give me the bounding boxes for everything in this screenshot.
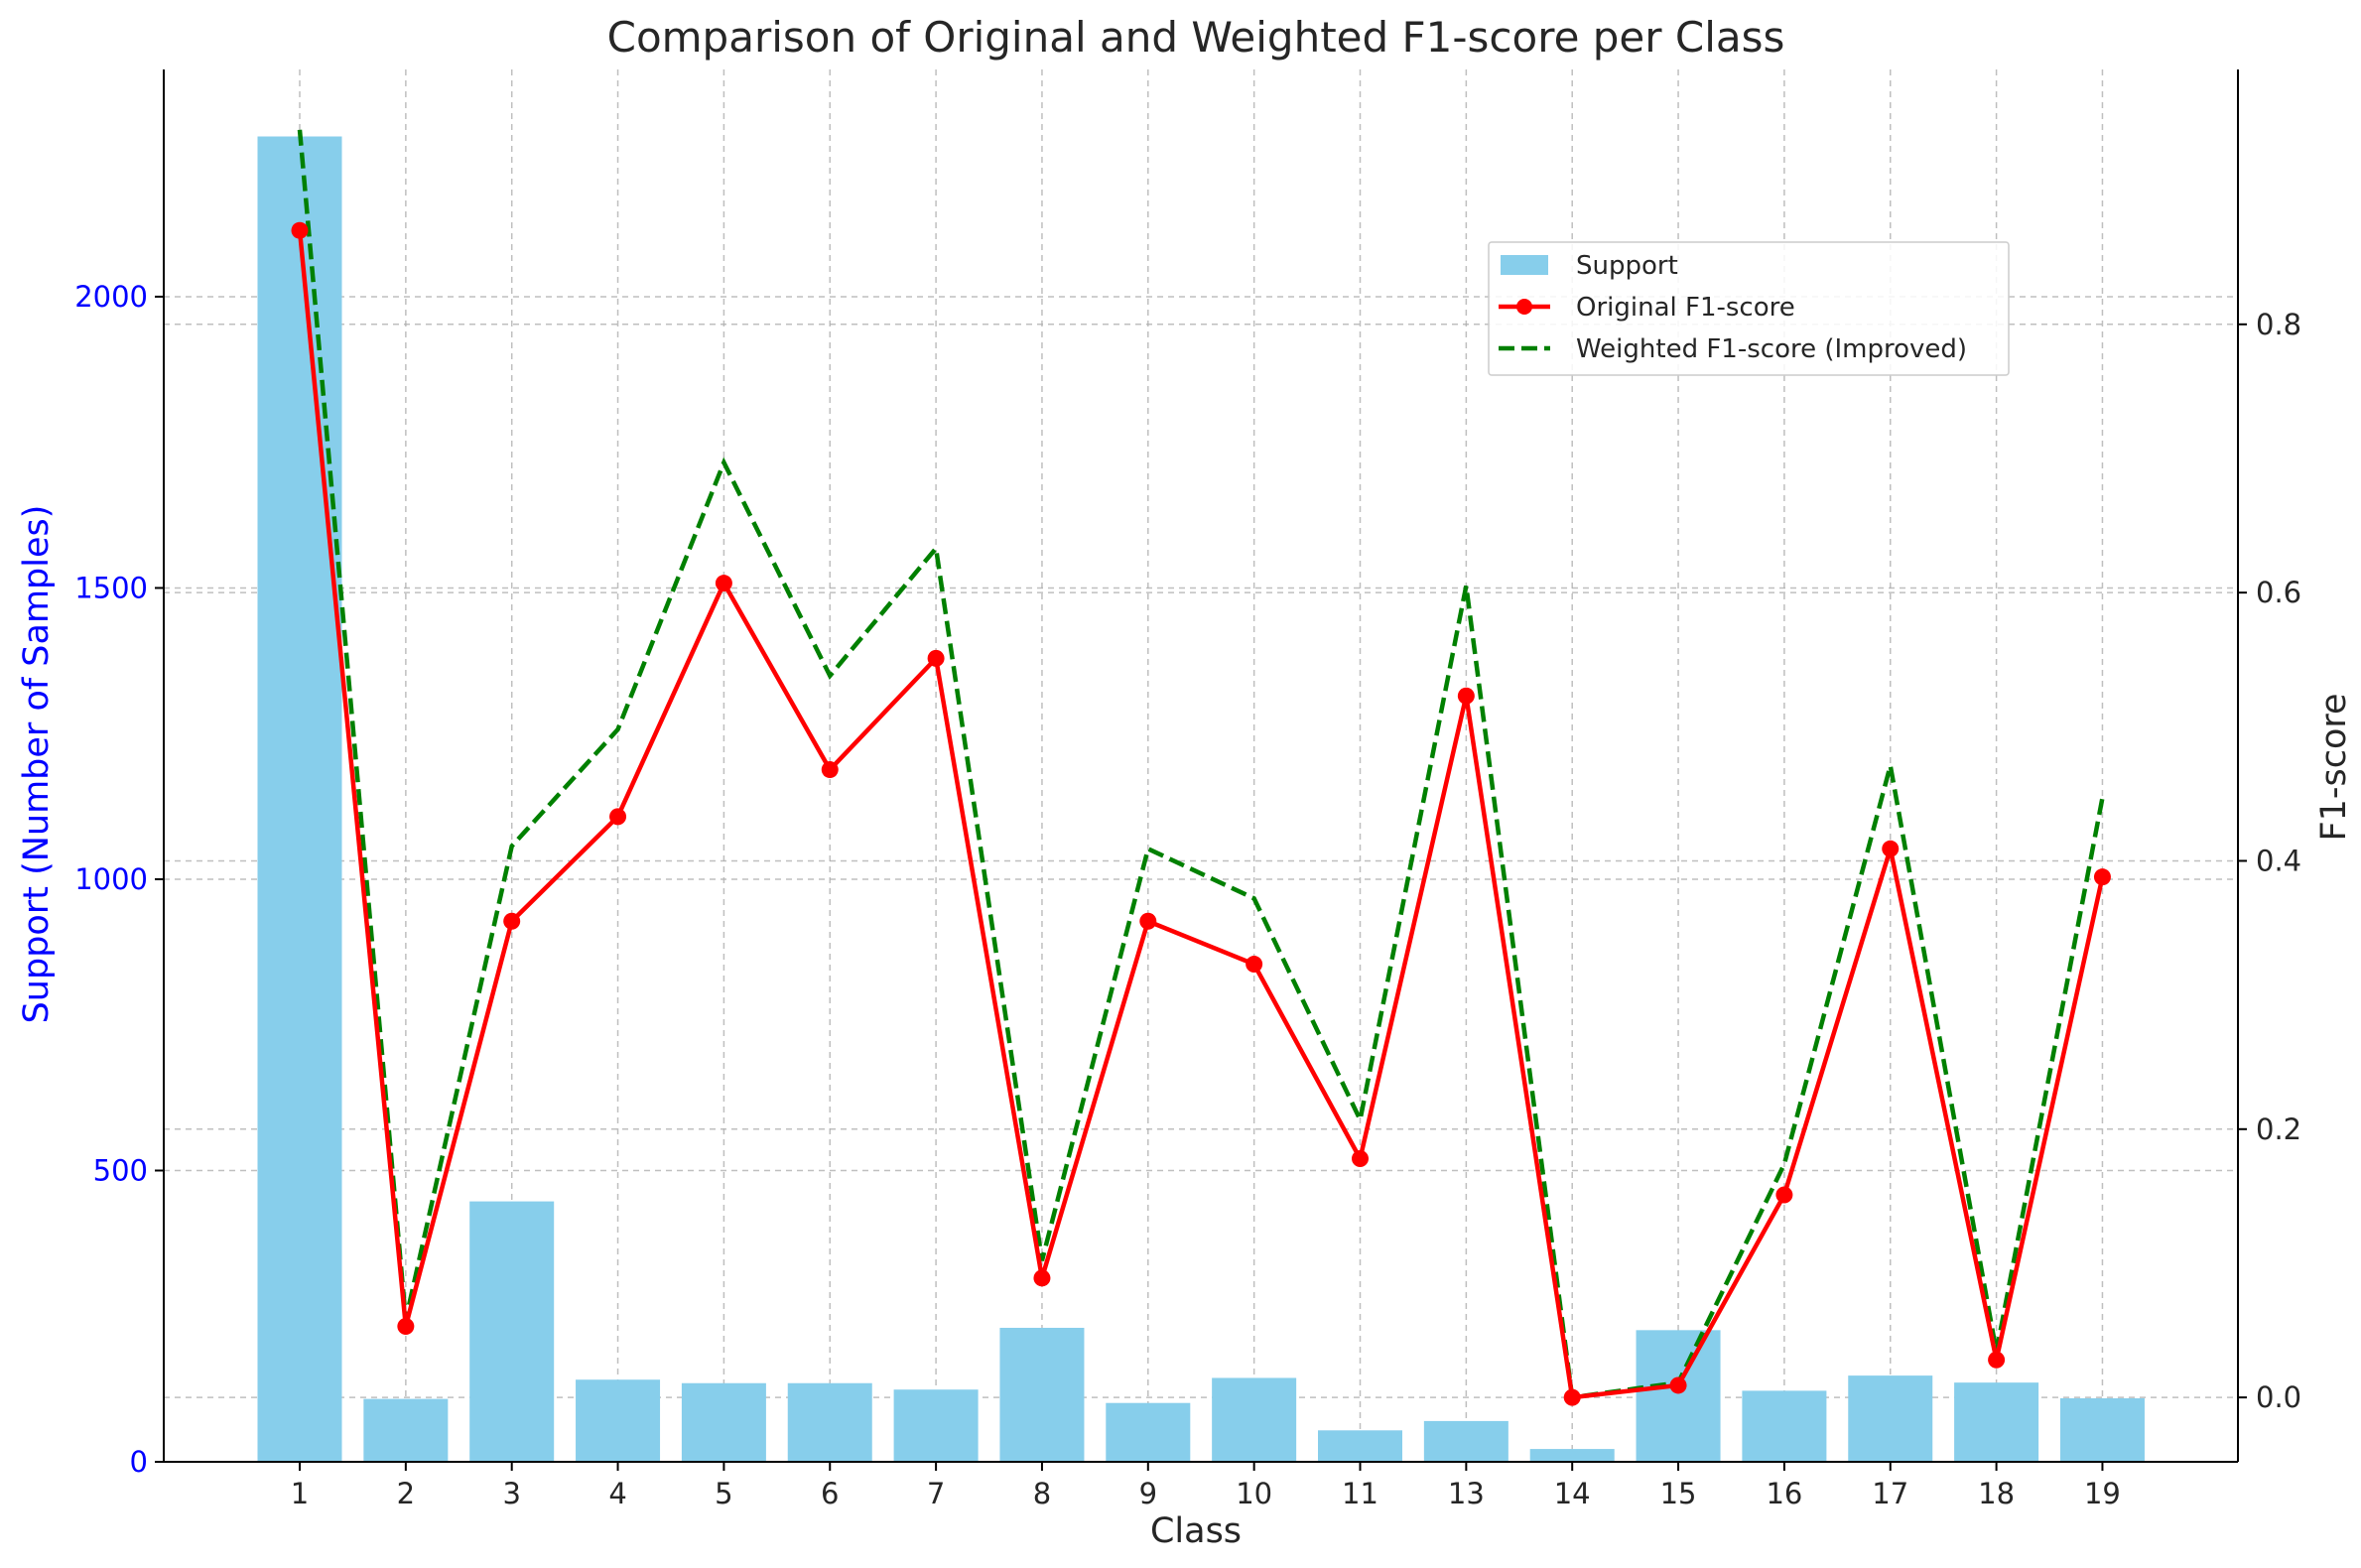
legend: Support Original F1-score Weighted F1-sc… [1488, 241, 2010, 376]
axes: 1 2 3 4 5 6 7 8 9 10 11 13 14 15 16 17 18 19 0 500 1000 1500 2… [74, 69, 2301, 1510]
support-bar [1529, 1449, 1615, 1462]
support-bar [1954, 1382, 2039, 1462]
x-tick-label: 13 [1448, 1477, 1485, 1510]
original-f1-point [1775, 1186, 1793, 1204]
x-tick-label: 19 [2084, 1477, 2121, 1510]
left-y-axis-title: Support (Number of Samples) [17, 505, 57, 1024]
support-bar [1318, 1430, 1402, 1462]
x-tick-label: 3 [502, 1477, 520, 1510]
left-y-tick-label: 2000 [74, 280, 148, 314]
original-f1-point [1563, 1388, 1581, 1406]
x-tick-label: 4 [608, 1477, 626, 1510]
x-tick-label: 2 [397, 1477, 415, 1510]
x-tick-label: 16 [1766, 1477, 1802, 1510]
weighted-f1-line [297, 129, 2105, 1400]
legend-label-weighted: Weighted F1-score (Improved) [1576, 334, 1967, 364]
x-tick-label: 9 [1139, 1477, 1157, 1510]
legend-swatch-support [1501, 255, 1548, 275]
original-f1-point [397, 1317, 415, 1335]
left-y-tick-label: 1000 [74, 862, 148, 896]
support-bar [1742, 1390, 1827, 1462]
original-f1-point [1139, 912, 1157, 930]
right-y-tick-label: 0.6 [2256, 576, 2301, 609]
support-bar [469, 1201, 555, 1462]
support-bar [257, 136, 342, 1463]
original-f1-point [1457, 687, 1475, 705]
support-bar [999, 1327, 1085, 1462]
left-y-tick-label: 1500 [74, 571, 148, 604]
x-axis-title: Class [1150, 1511, 1242, 1551]
legend-box [1488, 241, 2010, 376]
legend-label-support: Support [1576, 251, 1678, 281]
original-f1-point [927, 649, 945, 667]
x-tick-label: 8 [1033, 1477, 1051, 1510]
right-y-tick-label: 0.8 [2256, 308, 2301, 341]
support-bar [787, 1382, 872, 1462]
f1-lines [291, 129, 2111, 1406]
support-bar [1636, 1330, 1721, 1462]
left-y-tick-label: 0 [130, 1445, 148, 1479]
chart-title: Comparison of Original and Weighted F1-s… [607, 13, 1785, 62]
support-bars [257, 136, 2145, 1463]
right-y-axis-title: F1-score [2314, 693, 2354, 841]
right-y-tick-label: 0.4 [2256, 844, 2301, 877]
original-f1-point [609, 808, 627, 826]
x-tick-label: 1 [291, 1477, 309, 1510]
support-bar [363, 1398, 449, 1462]
right-y-tick-label: 0.2 [2256, 1112, 2301, 1146]
original-f1-point [1033, 1269, 1051, 1287]
x-tick-label: 15 [1660, 1477, 1697, 1510]
support-bar [1848, 1375, 1933, 1462]
x-tick-label: 17 [1872, 1477, 1908, 1510]
original-f1-point [1246, 956, 1263, 974]
original-f1-line [297, 229, 2105, 1400]
original-f1-point [2093, 868, 2111, 886]
original-f1-point [715, 575, 732, 592]
support-bar [1212, 1377, 1297, 1462]
original-f1-point [1988, 1351, 2006, 1369]
support-bar [1106, 1402, 1191, 1462]
left-y-tick-label: 500 [93, 1153, 148, 1187]
original-f1-point [291, 221, 309, 239]
x-tick-label: 10 [1236, 1477, 1272, 1510]
original-f1-point [1669, 1376, 1687, 1394]
x-tick-label: 7 [927, 1477, 945, 1510]
original-f1-point [1882, 840, 1900, 857]
original-f1-point [1352, 1150, 1369, 1168]
x-tick-label: 6 [821, 1477, 839, 1510]
support-bar [2059, 1398, 2145, 1462]
original-f1-point [821, 761, 839, 779]
original-f1-point [503, 912, 521, 930]
legend-marker-original [1516, 299, 1532, 315]
support-bar [681, 1382, 766, 1462]
legend-label-original: Original F1-score [1576, 293, 1795, 323]
support-bar [893, 1389, 979, 1462]
x-tick-label: 18 [1978, 1477, 2015, 1510]
right-y-tick-label: 0.0 [2256, 1380, 2301, 1414]
x-tick-label: 14 [1554, 1477, 1591, 1510]
support-bar [576, 1379, 661, 1462]
support-bar [1423, 1420, 1508, 1462]
x-tick-label: 5 [715, 1477, 732, 1510]
x-tick-label: 11 [1342, 1477, 1378, 1510]
